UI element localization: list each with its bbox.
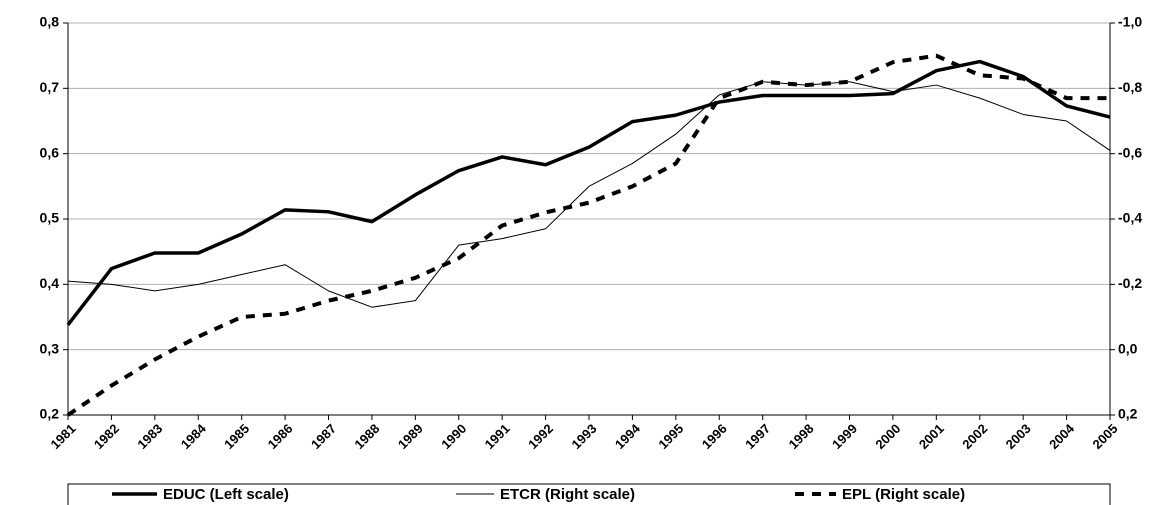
x-tick-label: 1998 <box>786 421 817 452</box>
x-tick-label: 1985 <box>221 421 252 452</box>
x-tick-label: 1987 <box>308 421 339 452</box>
y-tick-label: 0,5 <box>40 210 60 226</box>
x-tick-label: 1992 <box>525 421 556 452</box>
legend: EDUC (Left scale) ETCR (Right scale) EPL (… <box>67 483 1111 505</box>
series-line <box>66 53 1110 417</box>
x-tick-label: 1981 <box>47 421 78 452</box>
x-tick-label: 2002 <box>959 421 990 452</box>
y-tick-label: 0,6 <box>40 144 60 160</box>
x-tick-label: 1995 <box>655 421 686 452</box>
y-tick-label: 0,4 <box>40 275 60 291</box>
legend-label: EPL (Right scale) <box>842 486 965 503</box>
y2-tick-label: 0,0 <box>1118 340 1138 356</box>
series-line <box>67 81 1111 308</box>
x-tick-label: 1993 <box>568 421 599 452</box>
x-tick-label: 1997 <box>742 421 773 452</box>
y-tick-label: 0,7 <box>40 79 60 95</box>
x-tick-label: 1982 <box>91 421 122 452</box>
y-tick-label: 0,8 <box>40 14 60 30</box>
x-tick-label: 2005 <box>1089 421 1120 452</box>
x-tick-label: 2004 <box>1046 420 1078 452</box>
y2-tick-label: -0,8 <box>1118 79 1142 95</box>
x-tick-label: 1996 <box>699 421 730 452</box>
x-tick-label: 1991 <box>482 421 513 452</box>
legend-box <box>67 483 1111 505</box>
y2-tick-label: -0,4 <box>1118 210 1142 226</box>
x-tick-label: 2001 <box>916 421 947 452</box>
x-tick-label: 1994 <box>612 420 644 452</box>
x-tick-label: 1999 <box>829 421 860 452</box>
x-tick-label: 1989 <box>395 421 426 452</box>
x-tick-label: 1984 <box>178 420 210 452</box>
y2-tick-label: 0,2 <box>1118 406 1138 422</box>
y-tick-label: 0,3 <box>40 340 60 356</box>
x-tick-label: 1990 <box>438 421 469 452</box>
x-tick-label: 1986 <box>265 421 296 452</box>
y2-tick-label: -0,6 <box>1118 144 1142 160</box>
x-tick-label: 1988 <box>351 421 382 452</box>
x-tick-label: 1983 <box>134 421 165 452</box>
x-tick-label: 2003 <box>1003 421 1034 452</box>
y2-tick-label: -1,0 <box>1118 14 1142 30</box>
y2-tick-label: -0,2 <box>1118 275 1142 291</box>
series-line <box>66 59 1111 326</box>
x-tick-label: 2000 <box>872 421 903 452</box>
y-tick-label: 0,2 <box>40 406 60 422</box>
legend-label: ETCR (Right scale) <box>500 486 635 503</box>
legend-label: EDUC (Left scale) <box>163 486 289 503</box>
